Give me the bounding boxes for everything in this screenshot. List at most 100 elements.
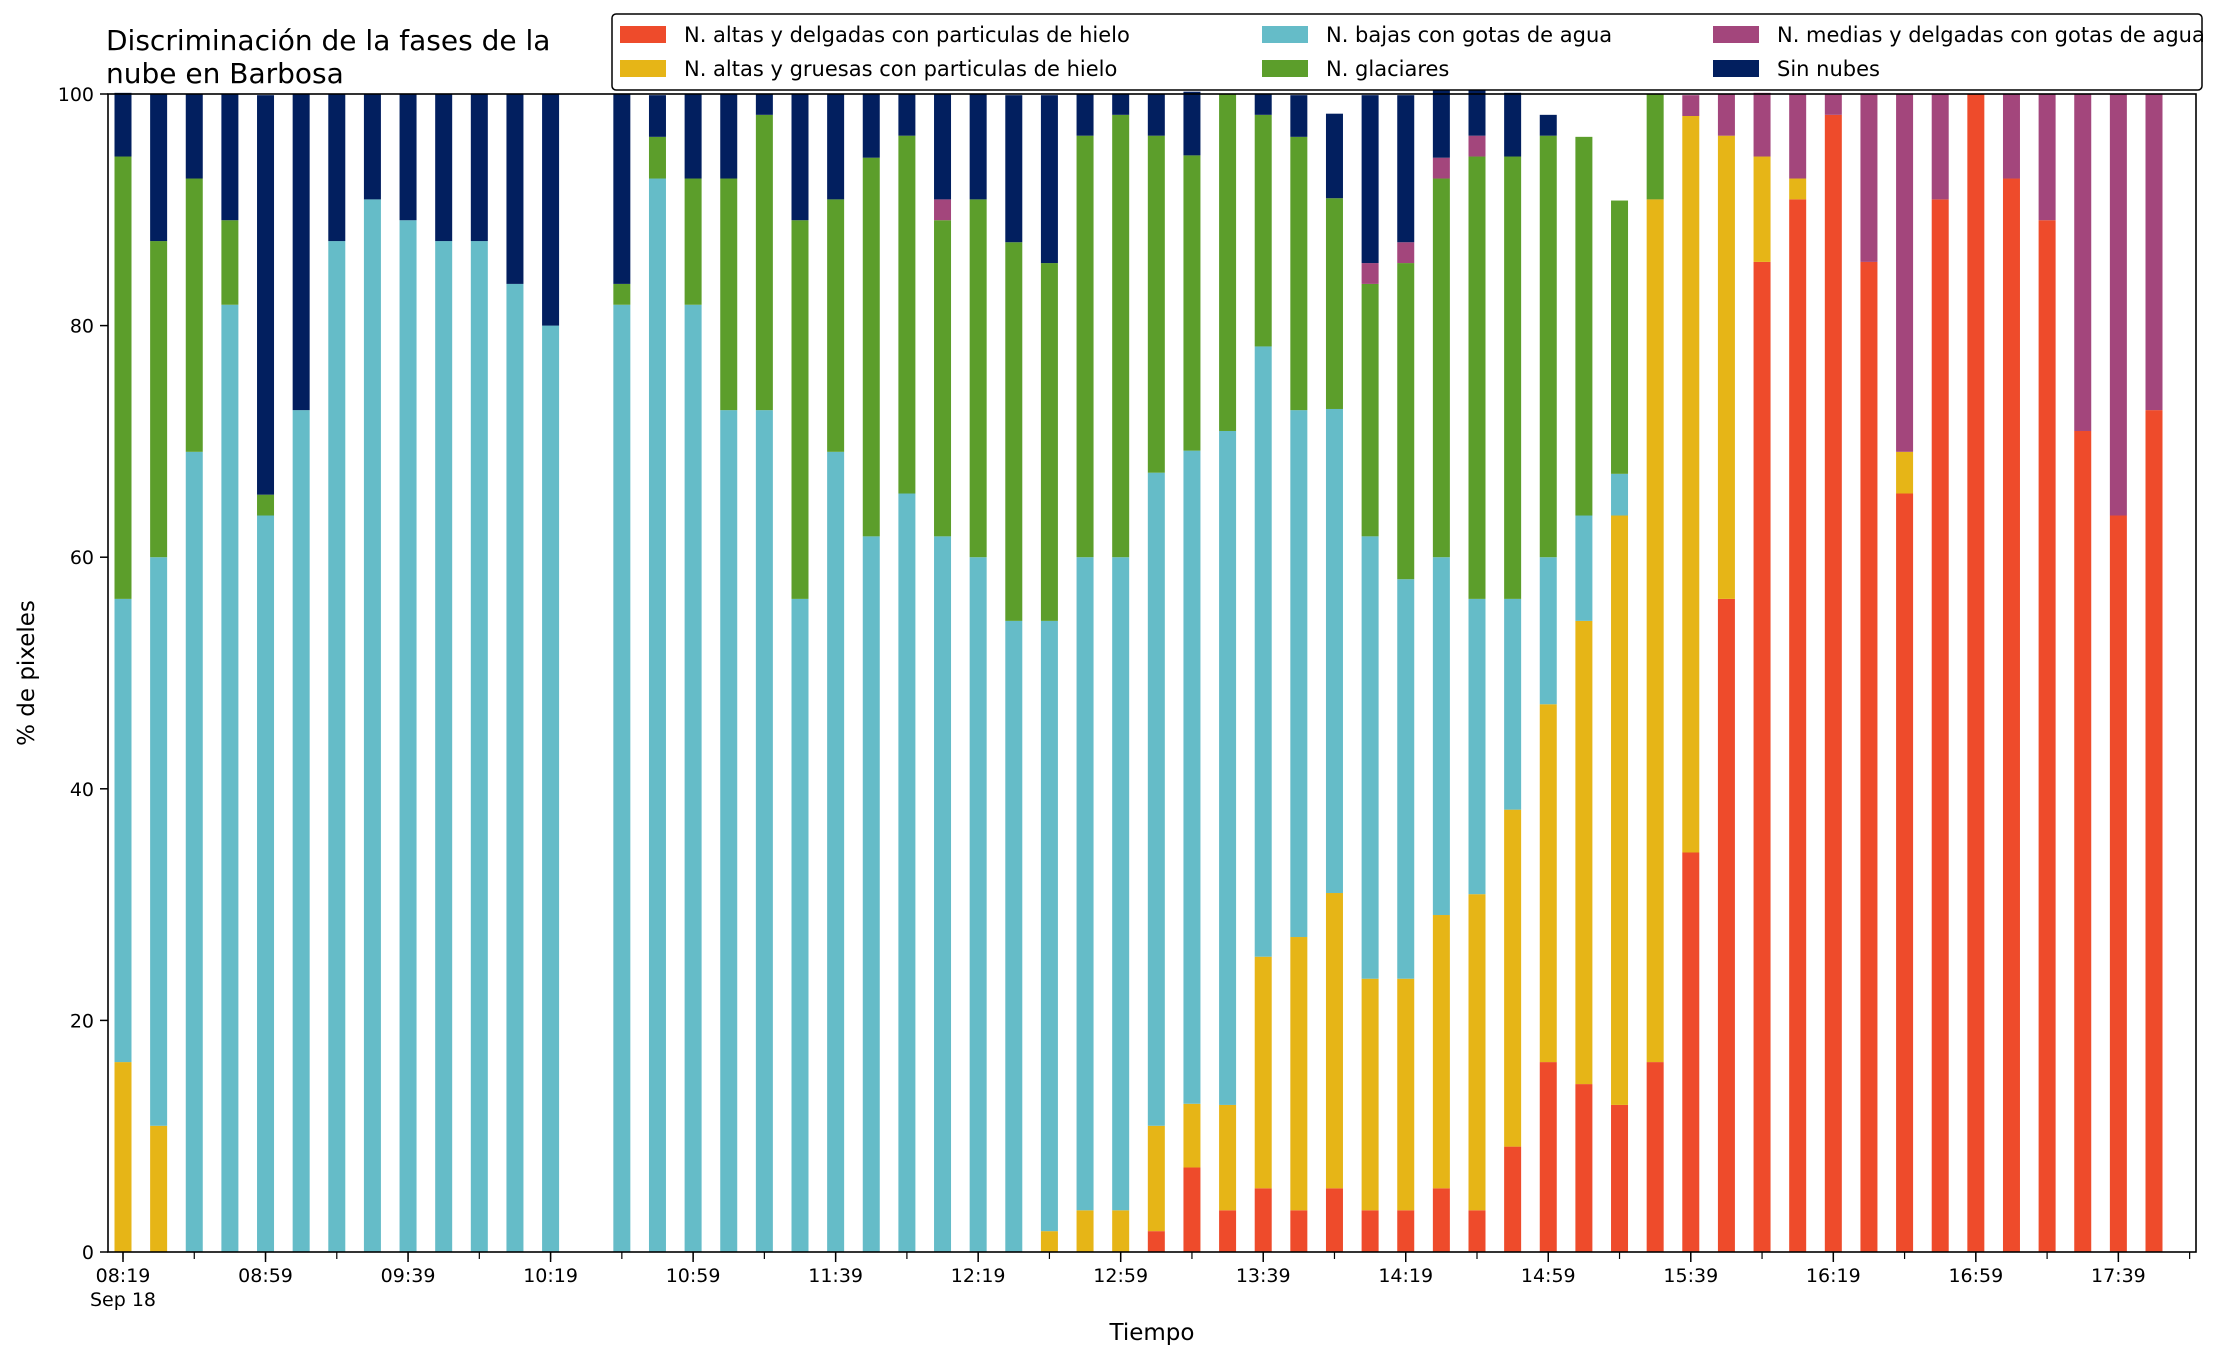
- bar-segment: [1040, 95, 1058, 264]
- legend-swatch: [1262, 26, 1308, 43]
- bar-segment: [648, 95, 666, 137]
- bar-segment: [1539, 704, 1557, 1063]
- bar-segment: [1896, 94, 1914, 452]
- bar-segment: [1432, 1188, 1450, 1252]
- bar-segment: [1325, 893, 1343, 1189]
- bar-segment: [1682, 116, 1700, 853]
- bars-layer: [114, 51, 2163, 1253]
- bar-segment: [755, 114, 773, 411]
- bar-segment: [1860, 261, 1878, 1252]
- bar-segment: [1219, 1104, 1237, 1211]
- bar-segment: [934, 94, 952, 200]
- y-axis: 0 20 40 60 80 100: [58, 84, 108, 1264]
- bar-segment: [1290, 1210, 1308, 1252]
- bar-segment: [1290, 410, 1308, 938]
- bar-segment: [1397, 95, 1415, 243]
- legend-entry: N. altas y delgadas con particulas de hi…: [684, 23, 1130, 47]
- x-tick-sublabel: Sep 18: [90, 1289, 156, 1311]
- bar-segment: [1183, 91, 1201, 156]
- bar-segment: [720, 94, 738, 179]
- legend-swatch: [1713, 26, 1759, 43]
- bar-segment: [684, 304, 702, 1252]
- plot-frame: [107, 93, 2197, 1253]
- legend-entry: Sin nubes: [1777, 57, 1880, 81]
- bar-segment: [1789, 199, 1807, 1252]
- bar-segment: [1468, 1210, 1486, 1252]
- bar-segment: [1290, 136, 1308, 411]
- bar-segment: [1575, 136, 1593, 516]
- bar-segment: [1397, 263, 1415, 580]
- bar-segment: [827, 94, 845, 200]
- bar-segment: [1611, 473, 1629, 516]
- legend-swatch: [620, 26, 666, 43]
- chart-title-text: Discriminación de la fases de la nube en …: [106, 24, 550, 90]
- bar-segment: [2038, 220, 2056, 1253]
- bar-segment: [1112, 1210, 1130, 1252]
- bar-segment: [1646, 94, 1664, 200]
- bar-segment: [1183, 155, 1201, 451]
- bar-segment: [150, 241, 168, 558]
- bar-segment: [648, 178, 666, 1252]
- bar-segment: [1076, 557, 1094, 1211]
- y-tick-label: 60: [70, 547, 94, 569]
- bar-segment: [1646, 1062, 1664, 1252]
- bar-segment: [1682, 852, 1700, 1252]
- legend-box: [611, 13, 2203, 91]
- bar-segment: [1432, 915, 1450, 1189]
- bar-segment: [1361, 283, 1379, 537]
- bar-segment: [2074, 94, 2092, 431]
- bar-segment: [435, 241, 453, 1252]
- bar-segment: [1824, 114, 1842, 1253]
- y-axis-label: % de pixeles: [14, 600, 40, 746]
- x-tick-label: 10:59: [666, 1265, 721, 1287]
- bar-segment: [1539, 135, 1557, 558]
- bar-segment: [257, 515, 275, 1252]
- bar-segment: [1575, 620, 1593, 1085]
- bar-segment: [1468, 894, 1486, 1211]
- bar-segment: [1005, 620, 1023, 1252]
- bar-segment: [1646, 199, 1664, 1063]
- bar-segment: [1432, 157, 1450, 179]
- bar-segment: [1040, 263, 1058, 621]
- legend-swatch: [1262, 60, 1308, 77]
- bar-segment: [1860, 94, 1878, 262]
- bar-segment: [1254, 114, 1272, 347]
- bar-segment: [755, 94, 773, 115]
- x-tick-label: 15:39: [1663, 1265, 1718, 1287]
- bar-segment: [1539, 1062, 1557, 1252]
- bar-segment: [1967, 94, 1985, 1252]
- bar-segment: [1254, 1188, 1272, 1252]
- bar-segment: [1504, 92, 1522, 157]
- x-tick-label: 12:19: [951, 1265, 1006, 1287]
- bar-segment: [470, 241, 488, 1252]
- y-tick-label: 40: [70, 779, 94, 801]
- bar-segment: [1183, 1103, 1201, 1168]
- bar-segment: [1753, 92, 1771, 157]
- bar-segment: [363, 199, 381, 1252]
- bar-segment: [791, 94, 809, 221]
- bar-segment: [1290, 937, 1308, 1211]
- bar-segment: [292, 94, 310, 411]
- legend-entry: N. medias y delgadas con gotas de agua: [1777, 23, 2205, 47]
- bar-segment: [1147, 135, 1165, 473]
- bar-segment: [1504, 809, 1522, 1147]
- bar-segment: [1112, 557, 1130, 1211]
- bar-segment: [1005, 242, 1023, 621]
- x-tick-label: 12:59: [1093, 1265, 1148, 1287]
- bar-segment: [1219, 1210, 1237, 1252]
- bar-segment: [1076, 1210, 1094, 1252]
- x-tick-label: 08:59: [238, 1265, 293, 1287]
- bar-segment: [862, 94, 880, 158]
- bar-segment: [1717, 598, 1735, 1252]
- bar-segment: [399, 94, 417, 221]
- bar-segment: [1504, 156, 1522, 599]
- legend-entry: N. altas y gruesas con particulas de hie…: [684, 57, 1117, 81]
- x-tick-label: 14:19: [1378, 1265, 1433, 1287]
- bar-segment: [150, 1125, 168, 1252]
- bar-segment: [934, 536, 952, 1252]
- x-tick-label: 11:39: [808, 1265, 863, 1287]
- bar-segment: [1432, 178, 1450, 558]
- x-tick-label: 09:39: [381, 1265, 436, 1287]
- y-tick-label: 100: [58, 84, 94, 106]
- bar-segment: [684, 178, 702, 305]
